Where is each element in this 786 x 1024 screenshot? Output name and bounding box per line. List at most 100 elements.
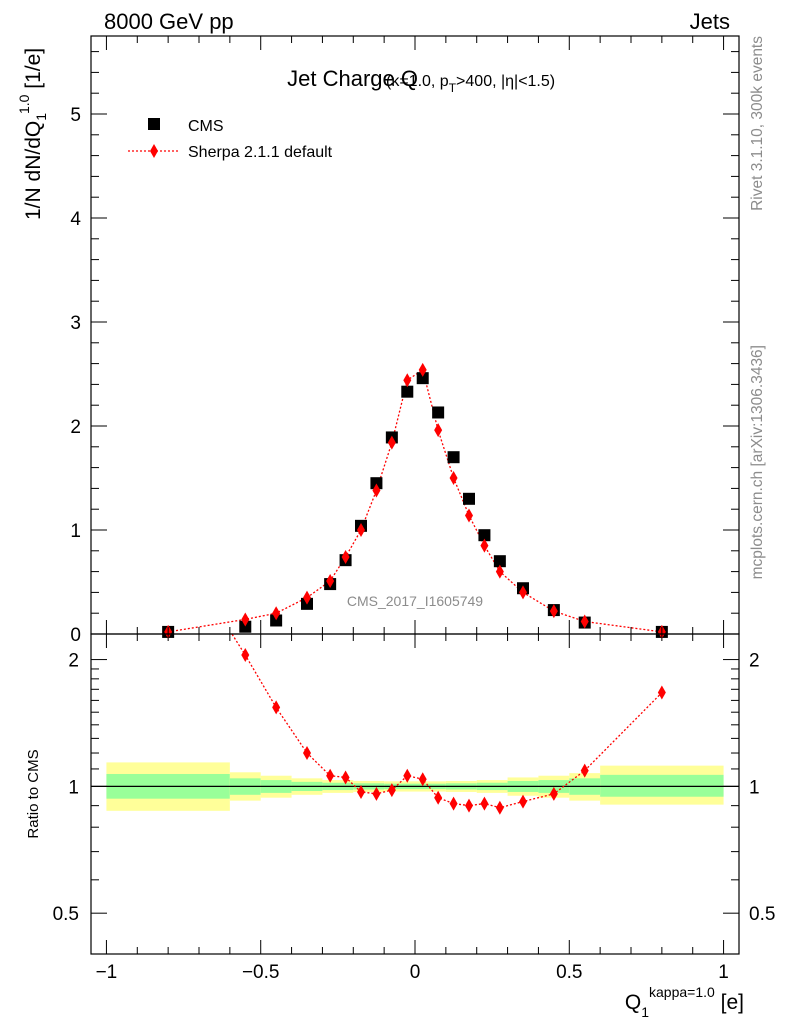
cms-point xyxy=(270,614,283,627)
legend-cms-label: CMS xyxy=(188,118,224,135)
main-y-tick-label: 0 xyxy=(70,625,81,646)
legend-sherpa-marker xyxy=(150,144,158,158)
ratio-sherpa-point xyxy=(387,783,396,798)
x-tick-label: 0 xyxy=(410,962,421,983)
sherpa-point xyxy=(495,564,504,579)
main-title-subtitle: (κ=1.0, pT>400, |η|<1.5) xyxy=(386,73,555,95)
legend: CMS Sherpa 2.1.1 default xyxy=(128,118,333,161)
x-tick-label: 0.5 xyxy=(556,962,582,983)
sherpa-point xyxy=(449,471,458,485)
xlabel-part-1: Q xyxy=(625,991,641,1014)
ratio-y-tick-label: 0.5 xyxy=(53,904,79,925)
ratio-sherpa-point xyxy=(303,746,311,761)
ratio-sherpa-point xyxy=(418,772,427,787)
ylabel-superscript: 1.0 xyxy=(16,94,32,114)
ratio-y-tick-label-right: 2 xyxy=(749,651,760,672)
cms-point xyxy=(432,406,445,419)
subtitle-subscript: T xyxy=(449,81,457,95)
ratio-y-tick-label: 2 xyxy=(68,651,79,672)
cms-point xyxy=(401,385,414,398)
ratio-sherpa-point xyxy=(403,768,412,783)
sherpa-point xyxy=(580,614,589,629)
ratio-sherpa-point xyxy=(549,786,558,801)
cms-point xyxy=(447,451,460,464)
main-y-tick-label: 1 xyxy=(70,521,81,542)
sherpa-point xyxy=(434,423,443,438)
sherpa-point xyxy=(372,483,381,498)
ratio-y-tick-label-right: 1 xyxy=(749,777,760,798)
ratio-sherpa-point xyxy=(495,800,504,815)
main-y-tick-label: 5 xyxy=(70,105,81,126)
ratio-panel: −1 −0.5 0 0.5 10.5 0.51 12 2 Ratio to CMS Q1kap… xyxy=(25,526,775,1020)
ratio-y-axis-label: Ratio to CMS xyxy=(25,749,42,838)
sherpa-point xyxy=(480,538,489,553)
ylabel-part-1: 1/N dN/dQ xyxy=(22,121,45,220)
ratio-y-tick-label-right: 0.5 xyxy=(749,904,775,925)
ratio-sherpa-point xyxy=(434,790,443,805)
legend-sherpa-label: Sherpa 2.1.1 default xyxy=(188,144,333,161)
subtitle-part-1: (κ=1.0, p xyxy=(386,73,449,90)
sherpa-point xyxy=(303,590,311,605)
main-y-tick-label: 2 xyxy=(70,417,81,438)
analysis-watermark: CMS_2017_I1605749 xyxy=(347,593,483,609)
ylabel-subscript: 1 xyxy=(33,113,49,121)
ratio-sherpa-point xyxy=(241,648,250,663)
main-y-axis-label: 1/N dN/dQ11.0 [1/e] xyxy=(16,48,49,220)
sherpa-point xyxy=(403,373,412,388)
sherpa-point xyxy=(519,585,527,600)
cms-point xyxy=(239,620,252,633)
x-tick-label: −1 xyxy=(96,962,118,983)
cms-point xyxy=(416,372,429,385)
sherpa-line xyxy=(167,368,662,633)
ratio-sherpa-point xyxy=(357,784,365,799)
ratio-sherpa-point xyxy=(465,798,473,813)
x-tick-label: −0.5 xyxy=(242,962,280,983)
sherpa-point xyxy=(326,573,335,588)
ratio-sherpa-point xyxy=(372,786,381,801)
ratio-y-tick-label: 1 xyxy=(68,777,79,798)
sherpa-point xyxy=(272,606,281,621)
ratio-sherpa-point xyxy=(164,526,172,540)
ratio-sherpa-point xyxy=(272,700,281,715)
rivet-version-label: Rivet 3.1.10, 300k events xyxy=(749,36,766,211)
sherpa-point xyxy=(357,523,365,537)
sherpa-point xyxy=(341,550,350,565)
cms-point xyxy=(493,555,506,568)
ratio-sherpa-point xyxy=(449,796,458,811)
x-axis-label: Q1kappa=1.0 [e] xyxy=(625,984,744,1020)
ylabel-part-2: [1/e] xyxy=(22,48,45,95)
cms-point xyxy=(370,477,383,490)
main-y-tick-label: 3 xyxy=(70,313,81,334)
cms-point xyxy=(478,529,491,542)
mcplots-source-label: mcplots.cern.ch [arXiv:1306.3436] xyxy=(749,345,766,579)
main-y-tick-label: 4 xyxy=(70,209,81,230)
ratio-sherpa-point xyxy=(480,796,489,811)
ratio-sherpa-point xyxy=(519,794,527,809)
ratio-sherpa-line xyxy=(231,634,663,809)
collision-label: 8000 GeV pp xyxy=(104,9,234,34)
ratio-sherpa-point xyxy=(326,768,335,783)
cms-point xyxy=(463,492,475,505)
main-axis-ticks: 0 1 2 3 4 5 xyxy=(70,36,739,646)
xlabel-superscript: kappa=1.0 xyxy=(649,984,715,1000)
process-label: Jets xyxy=(690,9,730,34)
ratio-axis-ticks: −1 −0.5 0 0.5 1 0.5 0.5 1 1 2 2 xyxy=(53,634,775,983)
ratio-sherpa-point xyxy=(341,770,350,785)
sherpa-point xyxy=(387,435,396,450)
main-data-marks xyxy=(162,362,668,639)
x-tick-label: 1 xyxy=(718,962,729,983)
xlabel-part-2: [e] xyxy=(715,991,744,1014)
ratio-data-marks xyxy=(164,526,666,815)
main-title: Jet Charge Q xyxy=(287,66,418,91)
xlabel-subscript: 1 xyxy=(641,1004,649,1020)
ratio-sherpa-point xyxy=(580,763,589,778)
sherpa-point xyxy=(241,612,250,627)
subtitle-part-2: >400, |η|<1.5) xyxy=(456,73,555,90)
ratio-sherpa-point xyxy=(657,685,666,700)
sherpa-point xyxy=(418,362,427,377)
legend-cms-marker xyxy=(148,118,160,130)
sherpa-point xyxy=(549,604,558,619)
ratio-plot-frame xyxy=(90,633,740,955)
sherpa-point xyxy=(465,508,473,523)
